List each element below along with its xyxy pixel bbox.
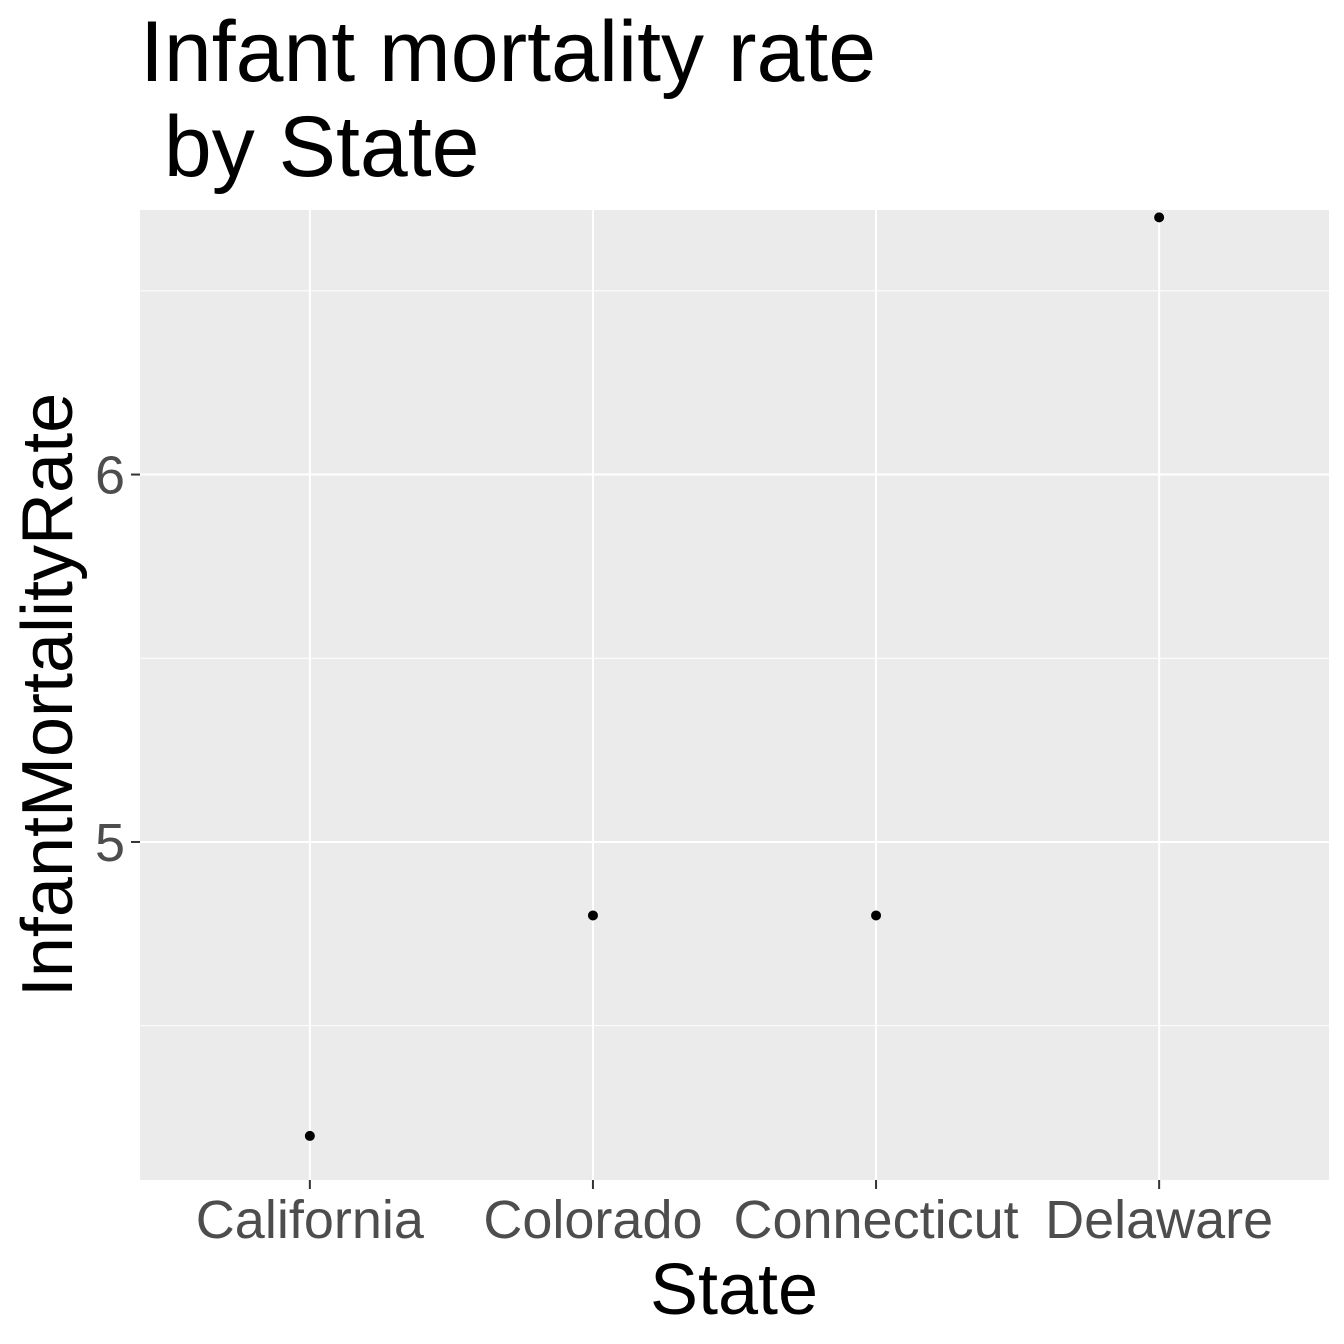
y-tick-label: 5 bbox=[95, 813, 125, 873]
data-points bbox=[304, 212, 1165, 1141]
data-point bbox=[304, 1130, 315, 1141]
minor-gridlines bbox=[140, 290, 1329, 1027]
major-gridlines bbox=[140, 210, 1329, 1180]
x-axis: California Colorado Connecticut Delaware bbox=[196, 1180, 1273, 1250]
plot-panel bbox=[140, 210, 1329, 1180]
data-point bbox=[1154, 212, 1165, 223]
data-point bbox=[587, 910, 598, 921]
x-tick-label: Colorado bbox=[483, 1190, 702, 1250]
x-tick-label: Delaware bbox=[1045, 1190, 1273, 1250]
y-axis: 56 bbox=[95, 446, 140, 873]
data-point bbox=[871, 910, 882, 921]
x-tick-label: California bbox=[196, 1190, 425, 1250]
x-tick-label: Connecticut bbox=[733, 1190, 1018, 1250]
chart-title-line-1: Infant mortality rate bbox=[140, 4, 876, 100]
chart-title-line-2: by State bbox=[140, 99, 479, 195]
y-tick-label: 6 bbox=[95, 446, 125, 506]
x-axis-title: State bbox=[650, 1250, 818, 1330]
y-axis-title: InfantMortalityRate bbox=[8, 393, 88, 997]
